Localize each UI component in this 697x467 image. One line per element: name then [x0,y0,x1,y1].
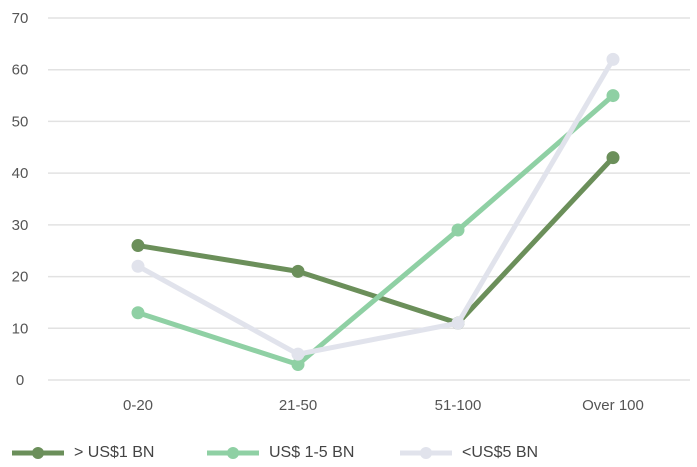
y-tick-label-70: 70 [12,10,29,27]
y-tick-label-40: 40 [12,165,29,182]
x-tick-label-4: Over 100 [582,397,644,414]
series-2-point-3 [451,223,465,237]
line-chart: 0 10 20 30 40 50 60 70 0-20 21-50 51-100 Over 100 [12,10,690,414]
series-1-point-2 [291,264,305,278]
series-3-point-4 [606,52,620,66]
x-tick-label-3: 51-100 [435,397,482,414]
y-tick-label-60: 60 [12,62,29,79]
legend-label-series-2: US$ 1-5 BN [269,444,355,461]
series-line-3 [135,56,616,357]
series-2-point-1 [131,306,145,320]
legend-label-series-3: <US$5 BN [462,444,539,461]
series-line-2 [135,93,616,367]
x-tick-label-2: 21-50 [279,397,317,414]
series-3-point-1 [131,259,145,273]
y-tick-label-0: 0 [16,372,24,389]
series-3-point-2 [291,347,305,361]
legend-item-series-1: > US$1 BN [10,440,154,466]
y-tick-label-30: 30 [12,217,29,234]
legend-swatch-series-3 [400,447,452,459]
y-tick-label-10: 10 [12,320,29,337]
legend: > US$1 BN US$ 1-5 BN <US$5 BN [0,440,697,466]
legend-label-series-1: > US$1 BN [74,444,155,461]
series-1-point-1 [131,239,145,253]
series-2-point-2 [291,357,305,371]
legend-item-series-3: <US$5 BN [398,440,538,466]
series-1-point-4 [606,151,620,165]
legend-swatch-series-1 [12,447,64,459]
series-2-point-4 [606,89,620,103]
x-tick-label-1: 0-20 [123,397,153,414]
legend-item-series-2: US$ 1-5 BN [205,440,354,466]
legend-swatch-series-2 [207,447,259,459]
y-tick-label-50: 50 [12,113,29,130]
y-tick-label-20: 20 [12,269,29,286]
series-3-point-3 [451,316,465,330]
